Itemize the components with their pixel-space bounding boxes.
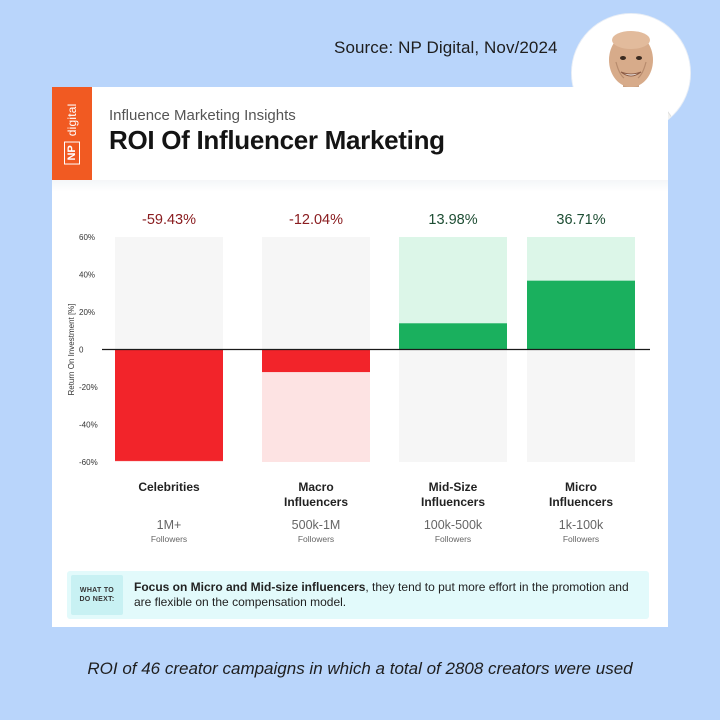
infographic-card: NP digital Influence Marketing Insights … bbox=[52, 87, 668, 627]
bar-value-label: -12.04% bbox=[289, 212, 343, 228]
category-label: Influencers bbox=[549, 495, 613, 509]
bar-value-label: 36.71% bbox=[556, 212, 605, 228]
followers-range: 1k-100k bbox=[559, 518, 604, 532]
category-label: Mid-Size bbox=[429, 480, 478, 494]
bar-value-label: 13.98% bbox=[428, 212, 477, 228]
eyebrow-text: Influence Marketing Insights bbox=[109, 107, 296, 124]
bar bbox=[262, 349, 370, 373]
followers-range: 100k-500k bbox=[424, 518, 483, 532]
action-text-rest: , they tend to put more effort in the pr… bbox=[134, 580, 629, 609]
y-axis-label: Return On Investment [%] bbox=[67, 303, 76, 395]
category-label: Celebrities bbox=[138, 480, 200, 494]
followers-caption: Followers bbox=[563, 534, 599, 544]
y-tick-label: -40% bbox=[79, 421, 98, 430]
page-title: ROI Of Influencer Marketing bbox=[109, 125, 445, 155]
followers-caption: Followers bbox=[298, 534, 334, 544]
bar-value-label: -59.43% bbox=[142, 212, 196, 228]
category-label: Micro bbox=[565, 480, 597, 494]
category-label: Influencers bbox=[421, 495, 485, 509]
y-tick-label: 40% bbox=[79, 271, 95, 280]
y-tick-label: 60% bbox=[79, 233, 95, 242]
avatar bbox=[572, 14, 690, 132]
bar-track bbox=[115, 237, 223, 350]
followers-range: 500k-1M bbox=[292, 518, 341, 532]
followers-caption: Followers bbox=[151, 534, 187, 544]
category-label: Influencers bbox=[284, 495, 348, 509]
bar-track bbox=[262, 237, 370, 350]
roi-bar-chart: Return On Investment [%] 60% 40% 20% 0 -20% -4… bbox=[67, 212, 650, 544]
what-to-do-next-tag: WHAT TO DO NEXT: bbox=[71, 575, 123, 615]
tag-line-2: DO NEXT: bbox=[79, 596, 115, 603]
category-label: Macro bbox=[298, 480, 333, 494]
header-divider bbox=[52, 180, 668, 192]
bar-track bbox=[399, 349, 507, 462]
bar bbox=[527, 280, 635, 350]
caption-text: ROI of 46 creator campaigns in which a t… bbox=[87, 659, 633, 678]
action-text-bold: Focus on Micro and Mid-size influencers bbox=[134, 580, 366, 594]
action-text: Focus on Micro and Mid-size influencers,… bbox=[134, 580, 639, 610]
bar bbox=[115, 349, 223, 461]
tag-line-1: WHAT TO bbox=[79, 587, 115, 594]
followers-caption: Followers bbox=[435, 534, 471, 544]
y-tick-label: -60% bbox=[79, 458, 98, 467]
y-tick-label: 20% bbox=[79, 308, 95, 317]
y-tick-label: 0 bbox=[79, 346, 84, 355]
bar-track bbox=[527, 349, 635, 462]
followers-range: 1M+ bbox=[157, 518, 182, 532]
source-text: Source: NP Digital, Nov/2024 bbox=[334, 38, 558, 57]
y-tick-label: -20% bbox=[79, 383, 98, 392]
np-digital-logo: NP digital bbox=[52, 87, 92, 180]
what-to-do-next-box: WHAT TO DO NEXT: Focus on Micro and Mid-… bbox=[67, 571, 649, 619]
bar bbox=[399, 323, 507, 350]
